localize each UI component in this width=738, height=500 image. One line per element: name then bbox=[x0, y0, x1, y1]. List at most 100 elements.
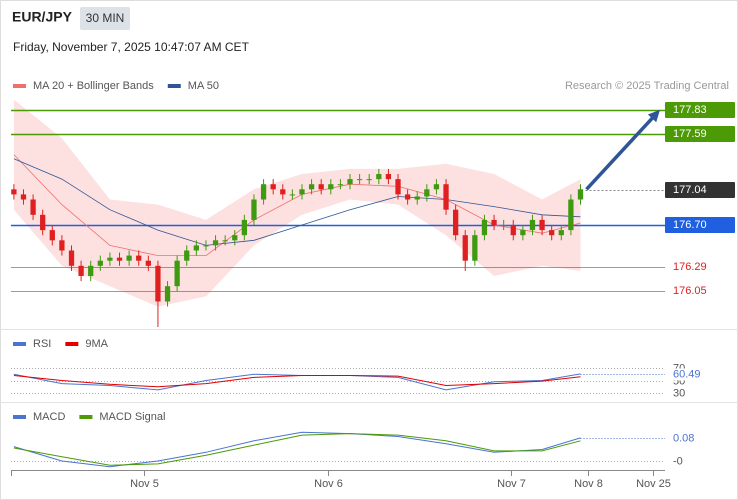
candle-body bbox=[280, 189, 286, 195]
candle-body bbox=[174, 260, 180, 287]
legend-label: MA 50 bbox=[188, 80, 219, 92]
candle-body bbox=[433, 184, 440, 190]
candle-body bbox=[558, 230, 564, 236]
candle-body bbox=[203, 245, 209, 247]
x-tick-label: Nov 8 bbox=[574, 478, 603, 490]
interval-box[interactable] bbox=[80, 7, 130, 30]
candle-body bbox=[385, 174, 392, 180]
candle-body bbox=[30, 199, 36, 215]
candle-body bbox=[453, 209, 459, 236]
candle-body bbox=[510, 225, 516, 236]
candle-body bbox=[424, 189, 430, 197]
level-box bbox=[665, 126, 735, 142]
level-label: 177.83 bbox=[673, 104, 707, 116]
candle-body bbox=[251, 199, 257, 220]
candle-body bbox=[414, 196, 420, 200]
candle-body bbox=[145, 260, 151, 266]
ma50-line bbox=[13, 158, 581, 246]
candle-body bbox=[68, 250, 75, 266]
candle-body bbox=[116, 257, 123, 261]
current-value-label: 0.08 bbox=[673, 432, 694, 444]
legend-swatch bbox=[79, 415, 93, 419]
candle-body bbox=[539, 219, 545, 231]
level-box bbox=[665, 102, 735, 118]
legend-label: MACD Signal bbox=[99, 411, 165, 423]
level-label: 176.05 bbox=[673, 285, 707, 297]
candle-body bbox=[318, 184, 324, 190]
level-label: 176.29 bbox=[673, 261, 707, 273]
candle-body bbox=[308, 184, 315, 190]
candle-body bbox=[20, 194, 27, 200]
candle-body bbox=[443, 184, 449, 210]
legend-label: RSI bbox=[33, 338, 51, 350]
candle-body bbox=[462, 235, 468, 261]
candle-body bbox=[481, 219, 488, 236]
datetime: Friday, November 7, 2025 10:47:07 AM CET bbox=[13, 40, 250, 54]
candle-body bbox=[347, 179, 353, 185]
candle-body bbox=[395, 179, 401, 195]
candle-body bbox=[40, 214, 46, 231]
candle-body bbox=[270, 184, 276, 190]
candle-body bbox=[126, 255, 132, 261]
candle-body bbox=[155, 265, 161, 302]
candle-body bbox=[520, 230, 526, 236]
candle-body bbox=[501, 225, 507, 227]
legend-label: MACD bbox=[33, 411, 65, 423]
credit: Research © 2025 Trading Central bbox=[565, 80, 729, 92]
candle-body bbox=[184, 250, 190, 261]
candle-body bbox=[577, 189, 584, 200]
candle-body bbox=[568, 199, 574, 231]
legend-swatch bbox=[167, 84, 181, 88]
candle-body bbox=[337, 184, 344, 186]
x-tick-label: Nov 25 bbox=[636, 478, 671, 490]
level-label: 177.04 bbox=[673, 184, 707, 196]
current-value-label: 60.49 bbox=[673, 368, 701, 380]
candle-body bbox=[193, 245, 199, 251]
candle-body bbox=[59, 240, 65, 251]
symbol: EUR/JPY bbox=[12, 9, 73, 25]
x-tick-label: Nov 7 bbox=[497, 478, 526, 490]
candle-body bbox=[97, 260, 103, 266]
candle-body bbox=[260, 184, 267, 200]
legend-swatch bbox=[13, 84, 26, 88]
x-tick-label: Nov 6 bbox=[314, 478, 343, 490]
current-value-bg bbox=[668, 432, 704, 445]
legend-swatch bbox=[65, 342, 79, 346]
indicator-line bbox=[13, 433, 581, 466]
candle-body bbox=[299, 189, 305, 195]
forecast-arrow bbox=[585, 114, 656, 191]
candle-body bbox=[491, 219, 497, 226]
candle-body bbox=[366, 179, 372, 181]
candle-body bbox=[136, 255, 142, 261]
candle-body bbox=[289, 194, 296, 196]
candle-body bbox=[107, 257, 113, 261]
current-value-bg bbox=[668, 368, 704, 381]
y-tick-label: -0 bbox=[673, 455, 683, 467]
candle-body bbox=[232, 235, 238, 241]
candle-body bbox=[222, 240, 228, 242]
level-label: 176.70 bbox=[673, 219, 707, 231]
candle-body bbox=[164, 286, 171, 302]
level-box bbox=[665, 182, 735, 198]
forecast-arrow-head bbox=[647, 109, 660, 123]
candle-body bbox=[472, 235, 478, 261]
candle-body bbox=[404, 194, 411, 200]
legend-label: 9MA bbox=[85, 338, 108, 350]
candle-body bbox=[356, 179, 363, 181]
y-tick-label: 30 bbox=[673, 387, 685, 399]
level-label: 177.59 bbox=[673, 128, 707, 140]
interval[interactable]: 30 MIN bbox=[86, 11, 125, 25]
x-tick-label: Nov 5 bbox=[130, 478, 159, 490]
candle-body bbox=[328, 184, 334, 190]
candle-body bbox=[78, 265, 84, 276]
indicator-line bbox=[13, 431, 581, 468]
candle-body bbox=[376, 174, 382, 180]
legend-swatch bbox=[13, 342, 26, 346]
candle-body bbox=[241, 219, 248, 236]
indicator-line bbox=[13, 375, 581, 388]
candle-body bbox=[49, 230, 55, 241]
candle-body bbox=[529, 219, 536, 231]
